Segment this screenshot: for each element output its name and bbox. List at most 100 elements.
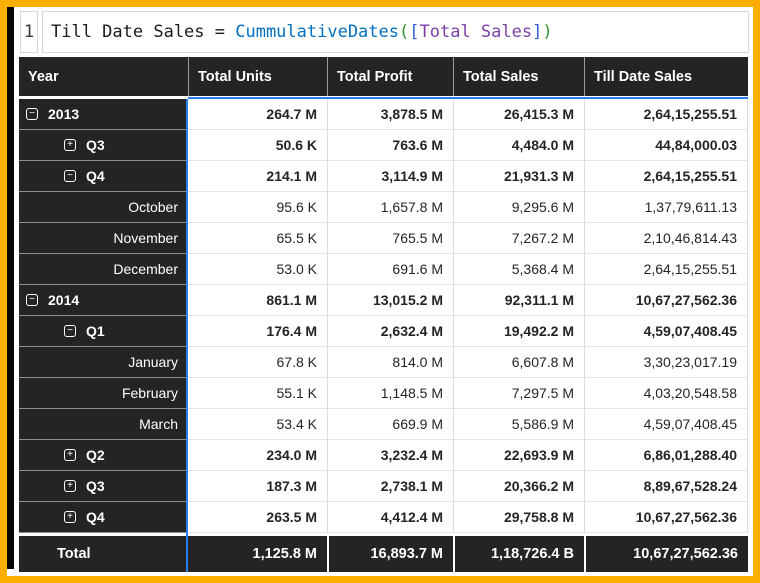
row-label: November [113, 230, 178, 246]
matrix-row-q2: + Q2 234.0 M 3,232.4 M 22,693.9 M 6,86,01,288… [19, 440, 748, 471]
expand-icon[interactable]: + [64, 480, 76, 492]
value-cell: 2,738.1 M [327, 471, 453, 502]
matrix-visual: Year Total Units Total Profit Total Sales Ti… [19, 57, 748, 573]
value-cell: 669.9 M [327, 409, 453, 440]
total-value-cell: 1,18,726.4 B [453, 536, 584, 572]
row-header-q1[interactable]: − Q1 [19, 316, 188, 347]
value-cell: 21,931.3 M [453, 161, 584, 192]
expand-icon[interactable]: + [64, 511, 76, 523]
value-cell: 19,492.2 M [453, 316, 584, 347]
matrix-row-october: October 95.6 K 1,657.8 M 9,295.6 M 1,37,79,6… [19, 192, 748, 223]
value-cell: 7,267.2 M [453, 223, 584, 254]
row-header-q2[interactable]: + Q2 [19, 440, 188, 471]
collapse-icon[interactable]: − [26, 108, 38, 120]
value-cell: 65.5 K [188, 223, 327, 254]
row-label: March [139, 416, 178, 432]
expand-icon[interactable]: + [64, 139, 76, 151]
row-header-march[interactable]: March [19, 409, 188, 440]
value-cell: 44,84,000.03 [584, 130, 748, 161]
matrix-row-q3: + Q3 187.3 M 2,738.1 M 20,366.2 M 8,89,67,528… [19, 471, 748, 502]
row-header-2014[interactable]: −2014 [19, 285, 188, 316]
value-cell: 10,67,27,562.36 [584, 502, 748, 533]
value-cell: 8,89,67,528.24 [584, 471, 748, 502]
value-cell: 50.6 K [188, 130, 327, 161]
value-cell: 4,484.0 M [453, 130, 584, 161]
matrix-row-february: February 55.1 K 1,148.5 M 7,297.5 M 4,03,20,… [19, 378, 748, 409]
value-cell: 2,64,15,255.51 [584, 161, 748, 192]
matrix-row-2014: −2014 861.1 M 13,015.2 M 92,311.1 M 10,67,27… [19, 285, 748, 316]
value-cell: 3,114.9 M [327, 161, 453, 192]
total-value-cell: 1,125.8 M [188, 536, 327, 572]
row-header-q4[interactable]: − Q4 [19, 161, 188, 192]
row-label: Q1 [86, 323, 105, 339]
value-cell: 264.7 M [188, 99, 327, 130]
row-header-october[interactable]: October [19, 192, 188, 223]
matrix-row-q4: + Q4 263.5 M 4,412.4 M 29,758.8 M 10,67,27,56… [19, 502, 748, 533]
value-cell: 4,03,20,548.58 [584, 378, 748, 409]
collapse-icon[interactable]: − [64, 325, 76, 337]
value-cell: 6,607.8 M [453, 347, 584, 378]
line-number: 1 [23, 22, 35, 42]
formula-token-plain: Till Date Sales = [51, 22, 236, 42]
value-cell: 214.1 M [188, 161, 327, 192]
value-cell: 95.6 K [188, 192, 327, 223]
value-cell: 67.8 K [188, 347, 327, 378]
value-cell: 4,412.4 M [327, 502, 453, 533]
row-label: Q4 [86, 509, 105, 525]
value-cell: 13,015.2 M [327, 285, 453, 316]
value-cell: 4,59,07,408.45 [584, 409, 748, 440]
row-header-q3[interactable]: + Q3 [19, 130, 188, 161]
column-header-total-profit[interactable]: Total Profit [327, 57, 453, 96]
matrix-header-row: Year Total Units Total Profit Total Sales Ti… [19, 57, 748, 96]
value-cell: 4,59,07,408.45 [584, 316, 748, 347]
value-cell: 2,64,15,255.51 [584, 254, 748, 285]
row-label: Q4 [86, 168, 105, 184]
value-cell: 3,30,23,017.19 [584, 347, 748, 378]
value-cell: 1,37,79,611.13 [584, 192, 748, 223]
value-cell: 187.3 M [188, 471, 327, 502]
matrix-row-march: March 53.4 K 669.9 M 5,586.9 M 4,59,07,408.4… [19, 409, 748, 440]
column-header-till-date-sales[interactable]: Till Date Sales [584, 57, 748, 96]
matrix-row-q1: − Q1 176.4 M 2,632.4 M 19,492.2 M 4,59,07,408… [19, 316, 748, 347]
formula-token-paren: ) [542, 22, 553, 42]
matrix-body: −2013 264.7 M 3,878.5 M 26,415.3 M 2,64,15,2… [19, 99, 748, 533]
row-header-q3[interactable]: + Q3 [19, 471, 188, 502]
matrix-total-row: Total 1,125.8 M 16,893.7 M 1,18,726.4 B 10,6… [19, 536, 748, 572]
row-header-february[interactable]: February [19, 378, 188, 409]
value-cell: 3,878.5 M [327, 99, 453, 130]
row-header-november[interactable]: November [19, 223, 188, 254]
expand-icon[interactable]: + [64, 449, 76, 461]
value-cell: 55.1 K [188, 378, 327, 409]
value-cell: 20,366.2 M [453, 471, 584, 502]
value-cell: 92,311.1 M [453, 285, 584, 316]
formula-token-bracket: ] [532, 22, 543, 42]
value-cell: 234.0 M [188, 440, 327, 471]
value-cell: 1,657.8 M [327, 192, 453, 223]
row-header-q4[interactable]: + Q4 [19, 502, 188, 533]
row-header-january[interactable]: January [19, 347, 188, 378]
row-label: January [128, 354, 178, 370]
column-header-total-sales[interactable]: Total Sales [453, 57, 584, 96]
dax-formula-text: Till Date Sales = CummulativeDates([Tota… [51, 22, 553, 42]
collapse-icon[interactable]: − [64, 170, 76, 182]
row-label: October [128, 199, 178, 215]
column-header-year[interactable]: Year [19, 57, 188, 96]
value-cell: 5,368.4 M [453, 254, 584, 285]
matrix-row-january: January 67.8 K 814.0 M 6,607.8 M 3,30,23,017… [19, 347, 748, 378]
value-cell: 861.1 M [188, 285, 327, 316]
value-cell: 22,693.9 M [453, 440, 584, 471]
dax-formula-input[interactable]: Till Date Sales = CummulativeDates([Tota… [42, 11, 749, 53]
row-label: Q3 [86, 478, 105, 494]
total-row-label: Total [19, 536, 188, 572]
value-cell: 691.6 M [327, 254, 453, 285]
row-header-2013[interactable]: −2013 [19, 99, 188, 130]
value-cell: 814.0 M [327, 347, 453, 378]
matrix-row-q4: − Q4 214.1 M 3,114.9 M 21,931.3 M 2,64,15,255… [19, 161, 748, 192]
value-cell: 2,10,46,814.43 [584, 223, 748, 254]
column-header-total-units[interactable]: Total Units [188, 57, 327, 96]
value-cell: 53.0 K [188, 254, 327, 285]
value-cell: 765.5 M [327, 223, 453, 254]
collapse-icon[interactable]: − [26, 294, 38, 306]
row-header-december[interactable]: December [19, 254, 188, 285]
row-label: February [121, 385, 178, 401]
